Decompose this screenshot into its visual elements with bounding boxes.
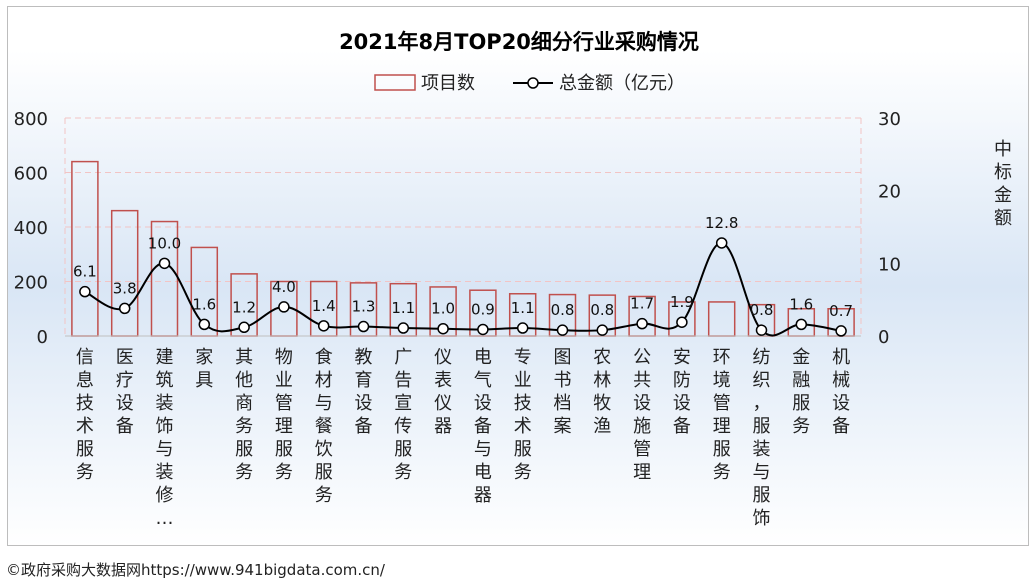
line-point [357,320,370,333]
data-label: 3.8 [113,279,137,297]
line-point [715,237,728,249]
data-label: 1.4 [312,297,336,315]
line-point [79,285,91,298]
x-tick-label: 教育设备 [355,347,373,437]
y-right-tick-label: 10 [878,254,901,275]
bar [71,160,99,337]
legend-bar-label: 项目数 [421,73,475,94]
data-label: 1.6 [192,295,216,313]
line-point [317,320,330,332]
x-tick-label: 食材与餐饮服务 [315,347,333,506]
x-tick-label: 其他商务服务 [235,347,253,483]
line-point [118,302,131,315]
data-label: 1.1 [391,299,415,317]
x-tick-label: 纺织，服装与服饰 [753,347,771,529]
x-tick-label: 家具 [195,347,213,391]
x-tick-label: 物业管理服务 [275,347,293,483]
x-tick-label: 机械设备 [832,347,850,437]
amount-line [84,241,842,337]
line-point [238,321,250,334]
data-label: 1.9 [670,293,694,311]
data-label: 0.8 [551,301,575,319]
line-point [437,322,449,335]
y-right-tick-label: 0 [878,327,889,348]
x-tick-label: 安防设备 [673,347,691,437]
line-point [198,318,211,331]
x-tick-label: 电气设备与电器 [474,347,492,506]
y-left-tick-label: 600 [14,164,48,185]
line-point [596,324,609,336]
x-tick-label: 农林牧渔 [593,347,611,437]
y-left-tick-label: 400 [14,218,48,239]
line-point [835,325,847,337]
x-tick-label: 仪表仪器 [434,347,452,437]
line-point [158,257,171,270]
bar [110,209,139,337]
y-left-tick-label: 200 [14,273,48,294]
x-tick-label: 公共设施管理 [633,347,651,483]
data-label: 1.7 [630,295,654,313]
x-tick-label: 专业技术服务 [514,347,532,483]
data-label: 0.8 [750,301,774,319]
line-point [636,317,648,330]
x-tick-label: 医疗设备 [116,347,134,437]
x-tick-label: 金融服务 [792,347,810,437]
y-right-tick-label: 30 [878,109,901,130]
legend-line-label: 总金额（亿元） [559,73,685,94]
x-tick-label: 图书档案 [554,347,572,437]
chart-frame: 2021年8月TOP20细分行业采购情况 项目数 总金额（亿元） 0 200 400 600… [7,6,1029,546]
y-left-tick-label: 0 [37,327,48,348]
data-label: 1.6 [789,295,813,313]
data-label: 1.1 [511,299,535,317]
line-point [676,316,688,328]
data-label: 6.1 [73,263,97,281]
line-point [278,301,290,313]
data-label: 1.0 [431,300,455,318]
x-tick-label: 广告宣传服务 [394,347,412,483]
data-label: 0.9 [471,300,495,318]
line-point [477,323,489,336]
data-label: 0.7 [829,302,853,320]
line-point [755,324,768,336]
legend-bar-swatch [374,74,416,91]
line-point [516,322,529,334]
y-left-tick-label: 800 [14,109,48,130]
x-tick-label: 建筑装饰与装修… [156,347,174,529]
legend-line-marker [527,77,539,89]
data-label: 1.2 [232,298,256,316]
data-label: 12.8 [705,214,738,232]
y-right-axis-title: 中标金额 [994,139,1012,229]
line-point [795,318,808,331]
chart-title: 2021年8月TOP20细分行业采购情况 [339,30,699,54]
x-tick-label: 信息技术服务 [76,347,94,483]
data-label: 1.3 [352,298,376,316]
x-tick-label: 环境管理服务 [713,347,731,483]
footer-credit: ©政府采购大数据网https://www.941bigdata.com.cn/ [6,561,385,579]
line-point [397,322,410,334]
line-point [556,324,569,336]
data-label: 0.8 [590,301,614,319]
bar [707,301,736,337]
y-right-tick-label: 20 [878,182,901,203]
data-label: 4.0 [272,278,296,296]
data-label: 10.0 [148,234,181,252]
